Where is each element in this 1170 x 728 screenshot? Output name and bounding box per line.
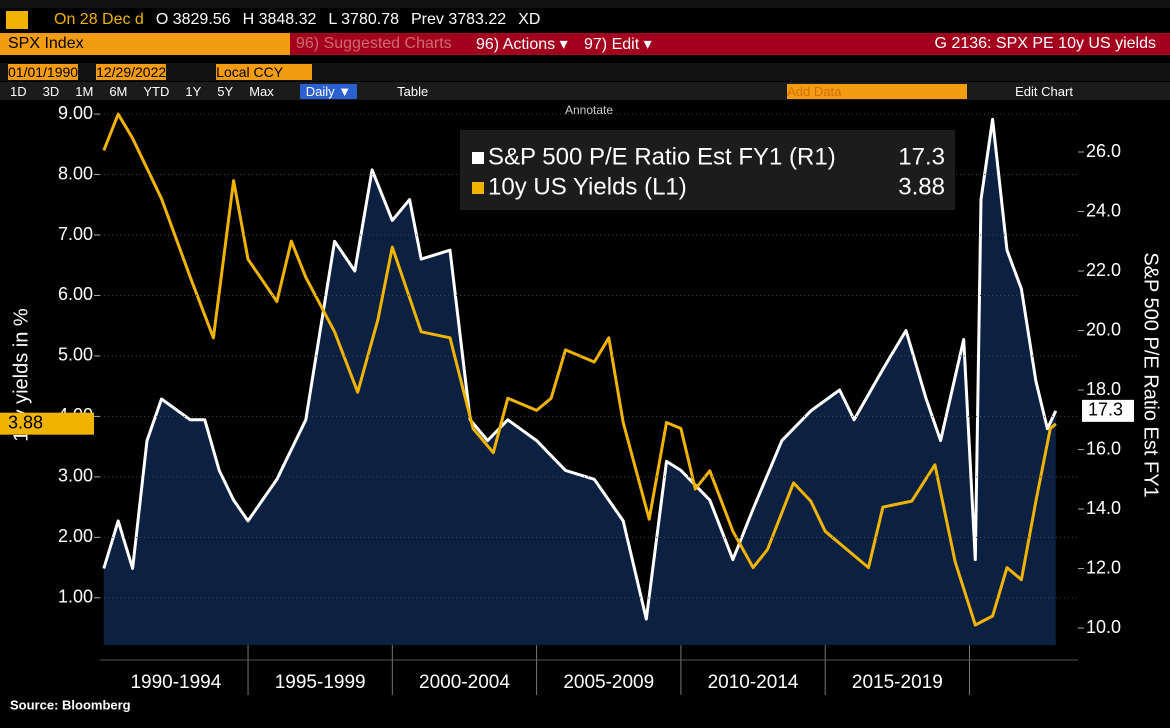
y-tick-label: 2.00	[58, 526, 93, 546]
x-period-label: 2005-2009	[563, 672, 654, 693]
y2-tick-label: 18.0	[1086, 379, 1121, 399]
quote-field: On 28 Dec d	[54, 11, 144, 28]
edit-chart[interactable]: Edit Chart	[1015, 83, 1073, 99]
line	[102, 112, 1057, 627]
y-tick-label: 6.00	[58, 284, 93, 304]
y-tick-label: 5.00	[58, 345, 93, 365]
legend-swatch	[472, 152, 484, 164]
last-value-box	[1082, 399, 1134, 422]
edit[interactable]: 97) Edit ▾	[584, 36, 652, 53]
last-value-box	[0, 412, 94, 435]
range-button[interactable]: 1D	[10, 83, 27, 99]
y-tick-label: 3.00	[58, 466, 93, 486]
x-period-label: 2010-2014	[708, 672, 799, 693]
x-period-label: 2015-2019	[852, 672, 943, 693]
security[interactable]: SPX Index	[0, 33, 290, 55]
ranges: 1D 3D 1M 6M YTD 1Y 5Y Max	[10, 84, 290, 99]
y2-tick-label: 22.0	[1086, 260, 1121, 280]
y2-tick-label: 10.0	[1086, 617, 1121, 637]
y2-tick-label: 20.0	[1086, 319, 1121, 339]
add-data[interactable]: Add Data	[787, 83, 968, 99]
range-button[interactable]: 6M	[109, 83, 128, 99]
x-period-label: 1990-1994	[130, 672, 221, 693]
date-row: 01/01/1990 12/29/2022 Local CCY	[0, 63, 1170, 81]
suggested[interactable]: 96) Suggested Charts	[296, 35, 452, 52]
y2-tick-label: 26.0	[1086, 141, 1121, 161]
x-period-label: 1995-1999	[275, 672, 366, 693]
chart-name: G 2136: SPX PE 10y US yields	[934, 35, 1156, 52]
range-button[interactable]: 5Y	[217, 83, 234, 99]
legend-swatch	[472, 182, 484, 194]
start-date[interactable]: 01/01/1990	[8, 64, 79, 80]
last-value-label: 17.3	[1088, 400, 1123, 420]
range-button[interactable]: YTD	[143, 83, 170, 99]
quote-field: XD	[518, 11, 541, 28]
y2-tick-label: 24.0	[1086, 200, 1121, 220]
annotate[interactable]: Annotate	[565, 103, 613, 117]
x-period-label: 2000-2004	[419, 672, 510, 693]
y2-tick-label: 14.0	[1086, 498, 1121, 518]
y2-axis-label: S&P 500 P/E Ratio Est FY1	[1140, 252, 1162, 497]
frequency[interactable]: Daily ▼	[299, 83, 358, 99]
quote-field: O 3829.56	[155, 11, 231, 28]
range-button[interactable]: Max	[249, 83, 274, 99]
legend-box	[460, 130, 955, 210]
title-row: SPX Index 96) Suggested Charts 96) Actio…	[0, 33, 1170, 55]
quote-field: L 3780.78	[328, 11, 399, 28]
quote-field: Prev 3783.22	[411, 11, 507, 28]
quote: On 28 Dec d O 3829.56 H 3848.32 L 3780.78 Pr…	[54, 11, 552, 29]
line	[102, 117, 1058, 621]
range-button[interactable]: 1Y	[185, 83, 202, 99]
table[interactable]: Table	[397, 83, 429, 99]
y2-tick-label: 16.0	[1086, 438, 1121, 458]
legend-label: S&P 500 P/E Ratio Est FY1 (R1)	[488, 143, 836, 170]
y-tick-label: 7.00	[58, 224, 93, 244]
legend-value: 3.88	[898, 173, 945, 200]
y-tick-label: 1.00	[58, 587, 93, 607]
y2-tick-label: 12.0	[1086, 557, 1121, 577]
quote-row: On 28 Dec d O 3829.56 H 3848.32 L 3780.78 Pr…	[0, 9, 1170, 31]
actions[interactable]: 96) Actions ▾	[476, 36, 568, 53]
currency[interactable]: Local CCY	[216, 64, 313, 80]
legend-label: 10y US Yields (L1)	[488, 173, 687, 200]
y-tick-label: 9.00	[58, 103, 93, 123]
y-axis-label: 10y yields in %	[10, 308, 32, 442]
legend-value: 17.3	[898, 143, 945, 170]
last-value-label: 3.88	[8, 412, 43, 432]
y-tick-label: 8.00	[58, 163, 93, 183]
source: Source: Bloomberg	[10, 697, 131, 712]
end-date[interactable]: 12/29/2022	[96, 64, 167, 80]
icon	[6, 11, 28, 29]
range-button[interactable]: 3D	[42, 83, 60, 99]
range-button[interactable]: 1M	[75, 83, 94, 99]
quote-field: H 3848.32	[242, 11, 317, 28]
cut-row	[0, 0, 1170, 8]
toolbar: 1D 3D 1M 6M YTD 1Y 5Y Max Daily ▼ Table Add Dat…	[0, 82, 1170, 100]
